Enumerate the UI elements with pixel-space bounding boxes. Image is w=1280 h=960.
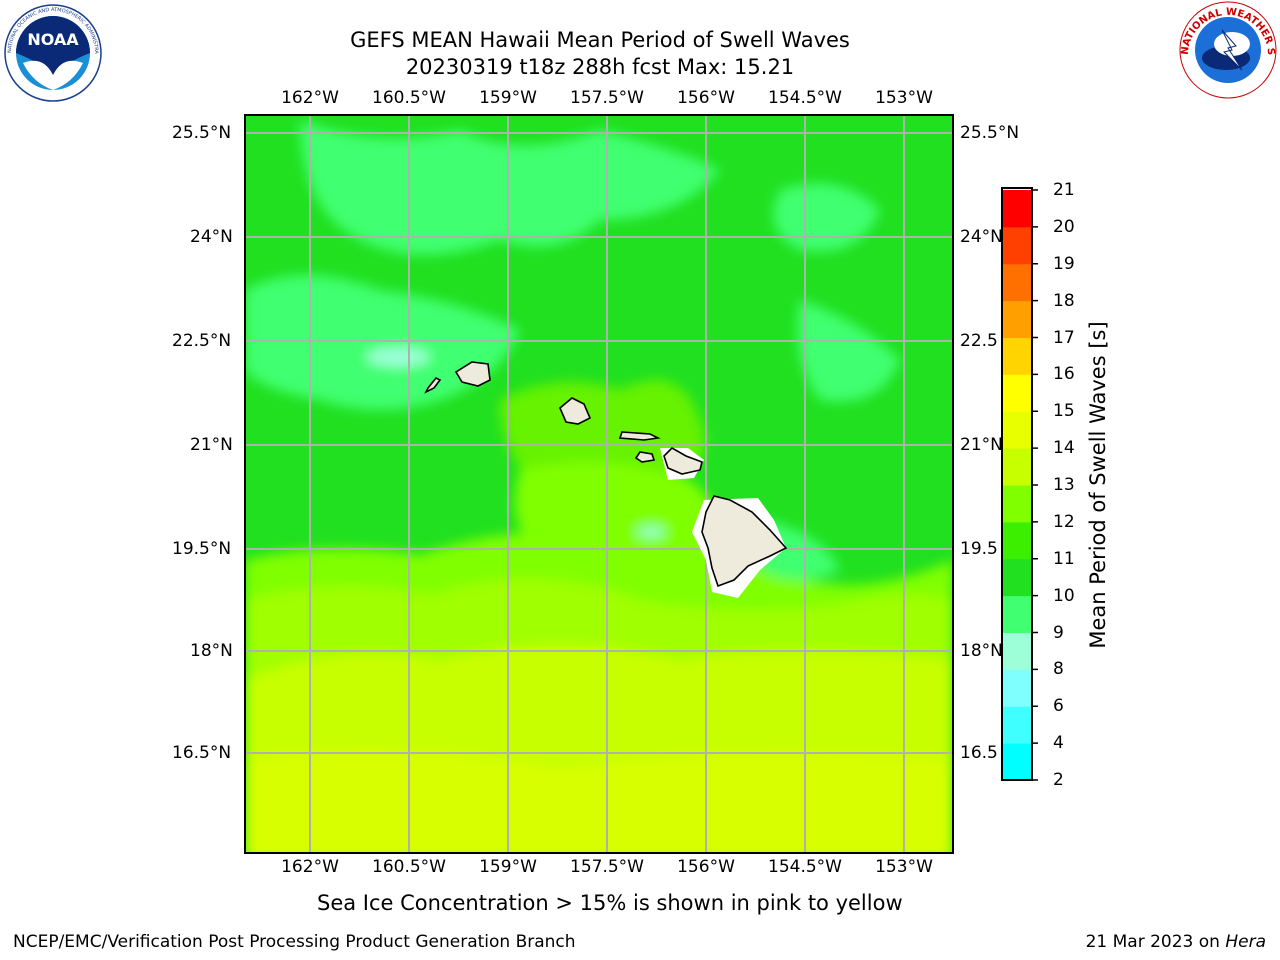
colorbar-tick-label: 10 [1053, 585, 1075, 606]
swell-field-contours [245, 120, 953, 853]
hawaii-big-island [701, 495, 788, 588]
lat-label-left: 21°N [190, 435, 233, 455]
colorbar-tick-label: 6 [1053, 696, 1064, 717]
niihau-island [424, 376, 442, 394]
chart-title: GEFS MEAN Hawaii Mean Period of Swell Wa… [350, 28, 850, 52]
lon-label-bottom: 153°W [875, 857, 933, 877]
lat-label-right: 24°N [960, 227, 1003, 247]
colorbar-frame [1001, 187, 1033, 781]
lon-label-top: 153°W [875, 88, 933, 108]
colorbar-band [1003, 337, 1032, 375]
colorbar-band [1003, 300, 1032, 338]
lon-label-bottom: 156°W [677, 857, 735, 877]
lon-label-top: 157.5°W [570, 88, 644, 108]
footer-date: 21 Mar 2023 on Hera [1086, 932, 1266, 952]
lat-label-left: 25.5°N [172, 123, 232, 143]
colorbar-band [1003, 485, 1032, 523]
noaa-text: NOAA [27, 30, 79, 49]
nws-logo: NATIONAL WEATHER SERVICE [1178, 0, 1277, 99]
colorbar-band [1003, 706, 1032, 744]
footer-branch: NCEP/EMC/Verification Post Processing Pr… [13, 932, 576, 952]
molokai-island [618, 431, 661, 441]
colorbar-tick-label: 11 [1053, 548, 1075, 569]
colorbar-tick-label: 2 [1053, 770, 1064, 790]
lon-label-bottom: 159°W [479, 857, 537, 877]
lon-label-bottom: 160.5°W [372, 857, 446, 877]
lat-label-right: 21°N [960, 435, 1003, 455]
maui-island [663, 447, 703, 475]
colorbar-band [1003, 374, 1032, 412]
hawaiian-islands [424, 361, 788, 598]
colorbar-tick-label: 12 [1053, 511, 1075, 532]
colorbar-band [1003, 595, 1032, 633]
lon-label-top: 160.5°W [372, 88, 446, 108]
kauai-island [454, 361, 491, 387]
colorbar-tick-label: 4 [1053, 733, 1064, 754]
colorbar-band [1003, 669, 1032, 707]
colorbar-band [1003, 448, 1032, 486]
lat-label-right: 22.5 [960, 331, 998, 351]
lat-label-right: 18°N [960, 641, 1003, 661]
colorbar-tick-label: 17 [1053, 327, 1075, 348]
oahu-island [559, 397, 592, 425]
colorbar-band [1003, 226, 1032, 265]
colorbar [1001, 187, 1038, 781]
lat-label-left: 18°N [190, 641, 233, 661]
lat-label-right: 16.5 [960, 743, 998, 763]
lon-label-top: 156°W [677, 88, 735, 108]
lat-label-left: 24°N [190, 227, 233, 247]
lanai-island [634, 451, 656, 463]
lon-label-top: 162°W [281, 88, 339, 108]
colorbar-band [1003, 190, 1032, 228]
noaa-logo: NOAA NATIONAL OCEANIC AND ATMOSPHERIC AD… [3, 3, 102, 102]
lat-label-right: 19.5 [960, 539, 998, 559]
chart-subtitle: 20230319 t18z 288h fcst Max: 15.21 [405, 55, 795, 79]
colorbar-tick-label: 14 [1053, 438, 1075, 459]
footer-date-text: 21 Mar 2023 on [1085, 932, 1226, 952]
colorbar-tick-label: 15 [1053, 401, 1075, 422]
colorbar-tick-label: 20 [1053, 216, 1075, 237]
colorbar-tick-label: 21 [1053, 180, 1075, 200]
colorbar-band [1003, 263, 1032, 302]
colorbar-tick-label: 18 [1053, 290, 1075, 311]
lon-label-top: 159°W [479, 88, 537, 108]
lat-label-left: 19.5°N [172, 539, 232, 559]
colorbar-tick-label: 19 [1053, 253, 1075, 274]
colorbar-title: Mean Period of Swell Waves [s] [1086, 321, 1110, 649]
colorbar-band [1003, 411, 1032, 449]
lon-label-bottom: 162°W [281, 857, 339, 877]
colorbar-band [1003, 632, 1032, 670]
colorbar-tick-label: 8 [1053, 659, 1064, 680]
colorbar-band [1003, 558, 1032, 597]
footer-host: Hera [1225, 932, 1266, 952]
map-frame [244, 114, 954, 854]
lon-label-bottom: 157.5°W [570, 857, 644, 877]
lon-label-bottom: 154.5°W [768, 857, 842, 877]
colorbar-tick-label: 13 [1053, 475, 1075, 495]
colorbar-band [1003, 743, 1032, 781]
lat-label-left: 16.5°N [172, 743, 232, 763]
graticule [245, 115, 953, 853]
colorbar-band [1003, 521, 1032, 560]
lat-label-left: 22.5°N [172, 331, 232, 351]
colorbar-tick-label: 16 [1053, 364, 1075, 385]
lon-label-top: 154.5°W [768, 88, 842, 108]
colorbar-tick-label: 9 [1053, 622, 1064, 643]
lat-label-right: 25.5°N [960, 123, 1020, 143]
sea-ice-note: Sea Ice Concentration > 15% is shown in … [317, 891, 903, 915]
